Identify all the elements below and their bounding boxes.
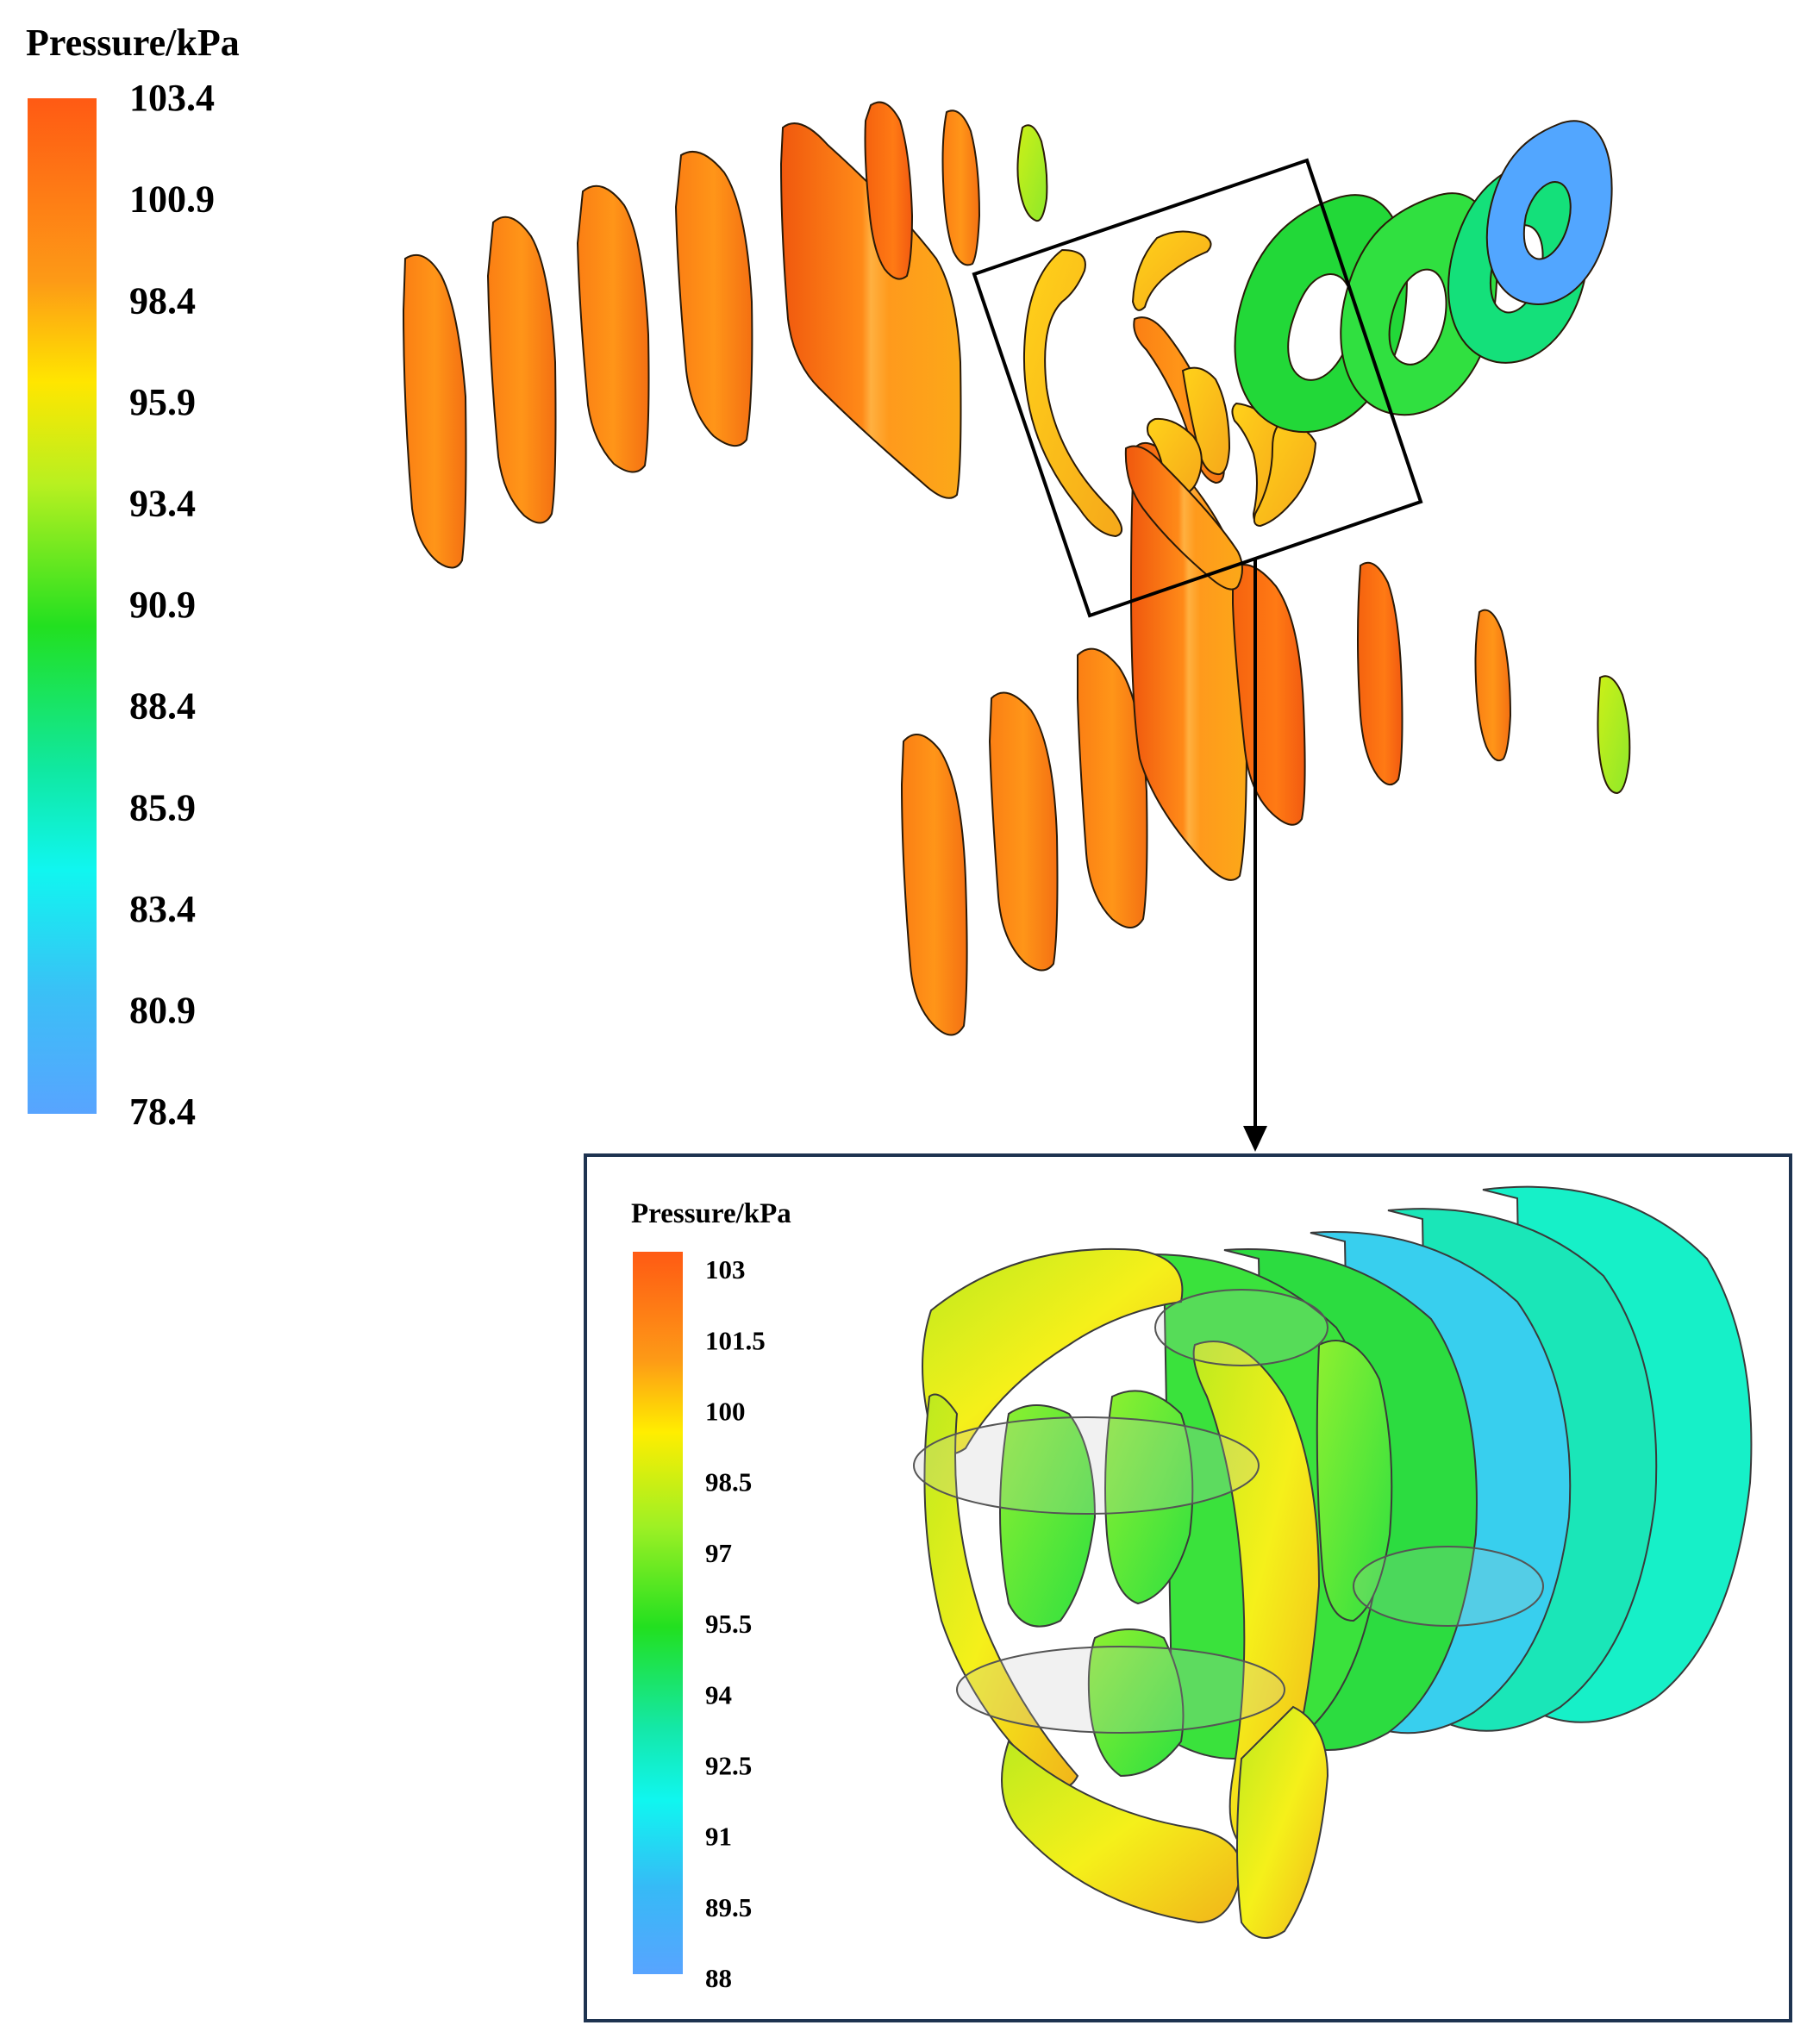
inset-ring-front-left bbox=[923, 1393, 1079, 1789]
slice-upper-7 bbox=[1016, 124, 1048, 222]
main-legend-tick-label: 83.4 bbox=[129, 888, 196, 930]
inset-legend-tick-label: 100 bbox=[705, 1397, 746, 1427]
slice-upper-5 bbox=[864, 101, 914, 280]
slice-lower-2 bbox=[988, 691, 1059, 972]
slice-lower-5 bbox=[1357, 561, 1404, 785]
inset-legend-tick-label: 92.5 bbox=[705, 1751, 752, 1781]
inset-ring-front-bottom bbox=[1001, 1740, 1243, 1924]
slice-lower-3 bbox=[1077, 647, 1148, 928]
main-legend-tick-label: 98.4 bbox=[129, 279, 196, 322]
hub-blade-center bbox=[1124, 445, 1243, 591]
inset-legend-tick-label: 91 bbox=[705, 1822, 732, 1852]
inset-legend-title: Pressure/kPa bbox=[631, 1198, 791, 1229]
inset-blade-2 bbox=[1104, 1390, 1194, 1605]
hub-arc-4 bbox=[1181, 366, 1231, 476]
inset-blade-3 bbox=[1087, 1628, 1185, 1778]
inset-guide-4 bbox=[1353, 1546, 1544, 1627]
main-legend-title: Pressure/kPa bbox=[26, 22, 240, 64]
inset-legend-colorbar bbox=[633, 1252, 683, 1974]
hub-arc-6 bbox=[1253, 422, 1317, 528]
inset-legend: Pressure/kPa 103 101.5 100 98.5 97 95.5 94 92.5… bbox=[631, 1198, 791, 1993]
main-legend-ticks: 103.4 100.9 98.4 95.9 93.4 90.9 88.4 85.9 83.4 80… bbox=[129, 77, 215, 1133]
zoom-box bbox=[972, 158, 1423, 618]
inset-legend-tick-label: 97 bbox=[705, 1538, 732, 1568]
main-legend-tick-label: 100.9 bbox=[129, 178, 215, 221]
slice-lower-1 bbox=[900, 734, 968, 1036]
inset-guide-1 bbox=[913, 1416, 1260, 1515]
main-legend-tick-label: 103.4 bbox=[129, 77, 215, 119]
inset-ring-front-low bbox=[1236, 1705, 1329, 1939]
inset-legend-tick-label: 101.5 bbox=[705, 1325, 766, 1355]
slice-upper-3 bbox=[576, 184, 650, 473]
inset-blade-4 bbox=[1316, 1340, 1393, 1622]
main-legend-tick-label: 95.9 bbox=[129, 381, 196, 423]
main-legend-tick-label: 93.4 bbox=[129, 482, 196, 524]
zoom-indicator bbox=[972, 158, 1423, 1152]
main-legend-colorbar bbox=[28, 98, 97, 1114]
zoom-arrowhead bbox=[1243, 1126, 1267, 1152]
slice-upper-4 bbox=[674, 151, 753, 447]
main-legend-tick-label: 78.4 bbox=[129, 1091, 196, 1133]
slice-lower-7 bbox=[1597, 675, 1631, 795]
inset-legend-tick-label: 95.5 bbox=[705, 1609, 752, 1639]
main-legend-tick-label: 90.9 bbox=[129, 584, 196, 626]
inset-legend-tick-label: 88 bbox=[705, 1963, 732, 1993]
main-legend-tick-label: 80.9 bbox=[129, 989, 196, 1031]
slice-upper-2 bbox=[486, 216, 557, 524]
slice-lower-6 bbox=[1474, 609, 1512, 762]
inset-legend-ticks: 103 101.5 100 98.5 97 95.5 94 92.5 91 89.5 88 bbox=[705, 1254, 766, 1993]
hub-arc-2 bbox=[1131, 230, 1212, 311]
slice-upper-1 bbox=[402, 254, 467, 569]
contour-slices bbox=[402, 101, 1631, 1036]
slice-lower-4 bbox=[1232, 564, 1306, 826]
inset-guide-3 bbox=[1154, 1289, 1328, 1366]
main-legend: Pressure/kPa 103.4 100.9 98.4 95.9 93.4 90.9 8… bbox=[26, 22, 240, 1133]
inset-legend-tick-label: 94 bbox=[705, 1679, 732, 1710]
inset-legend-tick-label: 103 bbox=[705, 1254, 746, 1285]
inset-legend-tick-label: 89.5 bbox=[705, 1892, 752, 1922]
main-legend-tick-label: 88.4 bbox=[129, 685, 196, 728]
hub-arc-1 bbox=[1022, 248, 1122, 538]
inset-guide-2 bbox=[956, 1646, 1285, 1734]
main-legend-tick-label: 85.9 bbox=[129, 786, 196, 828]
inset-legend-tick-label: 98.5 bbox=[705, 1467, 752, 1497]
inset-rendering bbox=[913, 1185, 1753, 1939]
slice-upper-6 bbox=[941, 109, 981, 266]
inset-panel: Pressure/kPa 103 101.5 100 98.5 97 95.5 94 92.5… bbox=[584, 1153, 1792, 2022]
ring-4 bbox=[1485, 120, 1613, 305]
inset-blade-1 bbox=[999, 1404, 1097, 1628]
